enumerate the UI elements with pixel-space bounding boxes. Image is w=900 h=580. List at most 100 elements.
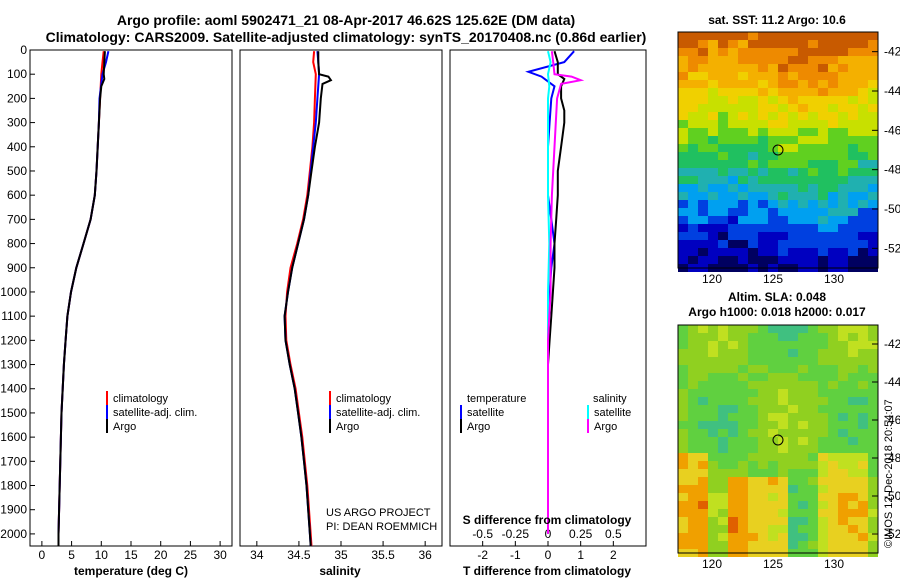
sst-cell	[738, 32, 748, 40]
s-difference-label: S difference from climatology	[463, 513, 632, 527]
sst-cell	[768, 96, 778, 104]
sst-cell	[818, 216, 828, 224]
sla-cell	[748, 365, 758, 373]
sla-cell	[868, 357, 878, 365]
sst-cell	[748, 88, 758, 96]
sst-cell	[688, 40, 698, 48]
sst-cell	[698, 56, 708, 64]
depth-tick-label: 0	[20, 43, 27, 57]
sla-cell	[858, 469, 868, 477]
sst-cell	[778, 32, 788, 40]
sla-cell	[768, 429, 778, 437]
sla-cell	[678, 333, 688, 341]
sst-cell	[818, 64, 828, 72]
sla-cell	[698, 533, 708, 541]
sst-cell	[678, 152, 688, 160]
sst-cell	[738, 80, 748, 88]
sst-cell	[678, 208, 688, 216]
sst-cell	[688, 88, 698, 96]
sst-cell	[698, 64, 708, 72]
legend-t-argo: Argo	[467, 421, 490, 433]
sst-cell	[848, 216, 858, 224]
sla-cell	[818, 349, 828, 357]
sla-cell	[758, 453, 768, 461]
sst-cell	[718, 232, 728, 240]
sla-cell	[718, 445, 728, 453]
sla-cell	[728, 525, 738, 533]
sla-cell	[788, 429, 798, 437]
sla-cell	[828, 349, 838, 357]
sla-cell	[748, 525, 758, 533]
sst-cell	[738, 144, 748, 152]
sla-cell	[738, 517, 748, 525]
sla-cell	[778, 349, 788, 357]
sst-cell	[818, 224, 828, 232]
sst-cell	[768, 48, 778, 56]
sst-cell	[778, 112, 788, 120]
sla-cell	[818, 429, 828, 437]
sla-cell	[708, 405, 718, 413]
sla-cell	[798, 533, 808, 541]
sst-cell	[718, 216, 728, 224]
sla-cell	[768, 501, 778, 509]
sla-cell	[858, 509, 868, 517]
sst-cell	[788, 40, 798, 48]
sst-cell	[858, 168, 868, 176]
salinity-series	[283, 51, 333, 547]
s-difference-axis: -0.5 -0.25 0 0.25 0.5	[472, 527, 622, 541]
sst-cell	[708, 200, 718, 208]
sla-cell	[798, 501, 808, 509]
sst-cell	[768, 88, 778, 96]
sst-cell	[758, 112, 768, 120]
sst-cell	[768, 112, 778, 120]
sst-cell	[738, 128, 748, 136]
sla-cell	[758, 541, 768, 549]
sla-cell	[708, 349, 718, 357]
sst-cell	[808, 40, 818, 48]
lat-tick-label: -50	[884, 489, 900, 503]
sla-cell	[848, 397, 858, 405]
sla-cell	[808, 333, 818, 341]
sla-cell	[818, 517, 828, 525]
sla-cell	[688, 509, 698, 517]
sla-cell	[778, 421, 788, 429]
sla-cell	[788, 517, 798, 525]
sst-cell	[788, 176, 798, 184]
sst-cell	[798, 160, 808, 168]
sst-cell	[838, 176, 848, 184]
sla-cell	[728, 485, 738, 493]
sst-cell	[788, 184, 798, 192]
sst-cell	[768, 184, 778, 192]
sla-cell	[798, 389, 808, 397]
sst-cell	[818, 144, 828, 152]
sst-cell	[758, 192, 768, 200]
sla-cell	[688, 405, 698, 413]
sst-cell	[868, 88, 878, 96]
sst-cell	[838, 40, 848, 48]
sst-cell	[758, 32, 768, 40]
sst-cell	[818, 176, 828, 184]
sla-cell	[768, 533, 778, 541]
sst-cell	[838, 152, 848, 160]
sla-cell	[678, 389, 688, 397]
sst-cell	[688, 72, 698, 80]
sst-cell	[738, 152, 748, 160]
sst-cell	[858, 224, 868, 232]
sst-cell	[868, 160, 878, 168]
depth-tick-label: 1700	[0, 454, 27, 468]
sst-cell	[778, 184, 788, 192]
sst-cell	[808, 88, 818, 96]
sst-cell	[718, 248, 728, 256]
sst-cell	[748, 192, 758, 200]
sst-cell	[698, 72, 708, 80]
sst-cell	[848, 152, 858, 160]
sst-cell	[798, 128, 808, 136]
sla-cell	[808, 349, 818, 357]
sst-cell	[818, 152, 828, 160]
sst-cell	[688, 224, 698, 232]
sst-cell	[708, 144, 718, 152]
sla-cell	[768, 445, 778, 453]
sst-cell	[798, 216, 808, 224]
sla-cell	[748, 413, 758, 421]
sla-cell	[798, 373, 808, 381]
